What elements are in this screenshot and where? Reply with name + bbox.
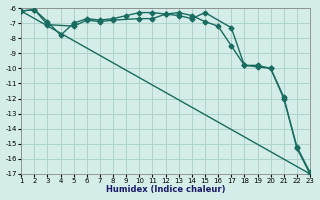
X-axis label: Humidex (Indice chaleur): Humidex (Indice chaleur) bbox=[106, 185, 225, 194]
